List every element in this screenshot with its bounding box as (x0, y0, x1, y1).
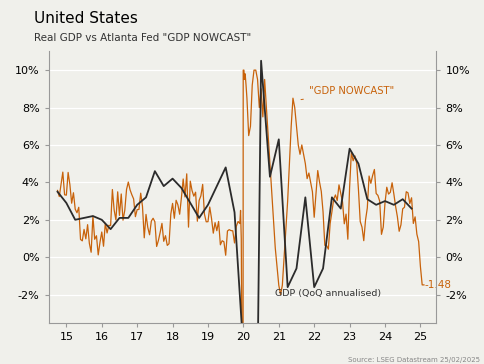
Text: -1.48: -1.48 (424, 280, 451, 290)
Text: United States: United States (34, 11, 137, 26)
Text: GDP (QoQ annualised): GDP (QoQ annualised) (275, 289, 380, 298)
Text: "GDP NOWCAST": "GDP NOWCAST" (301, 86, 393, 100)
Text: Source: LSEG Datastream 25/02/2025: Source: LSEG Datastream 25/02/2025 (348, 357, 479, 363)
Text: Real GDP vs Atlanta Fed "GDP NOWCAST": Real GDP vs Atlanta Fed "GDP NOWCAST" (34, 33, 251, 43)
